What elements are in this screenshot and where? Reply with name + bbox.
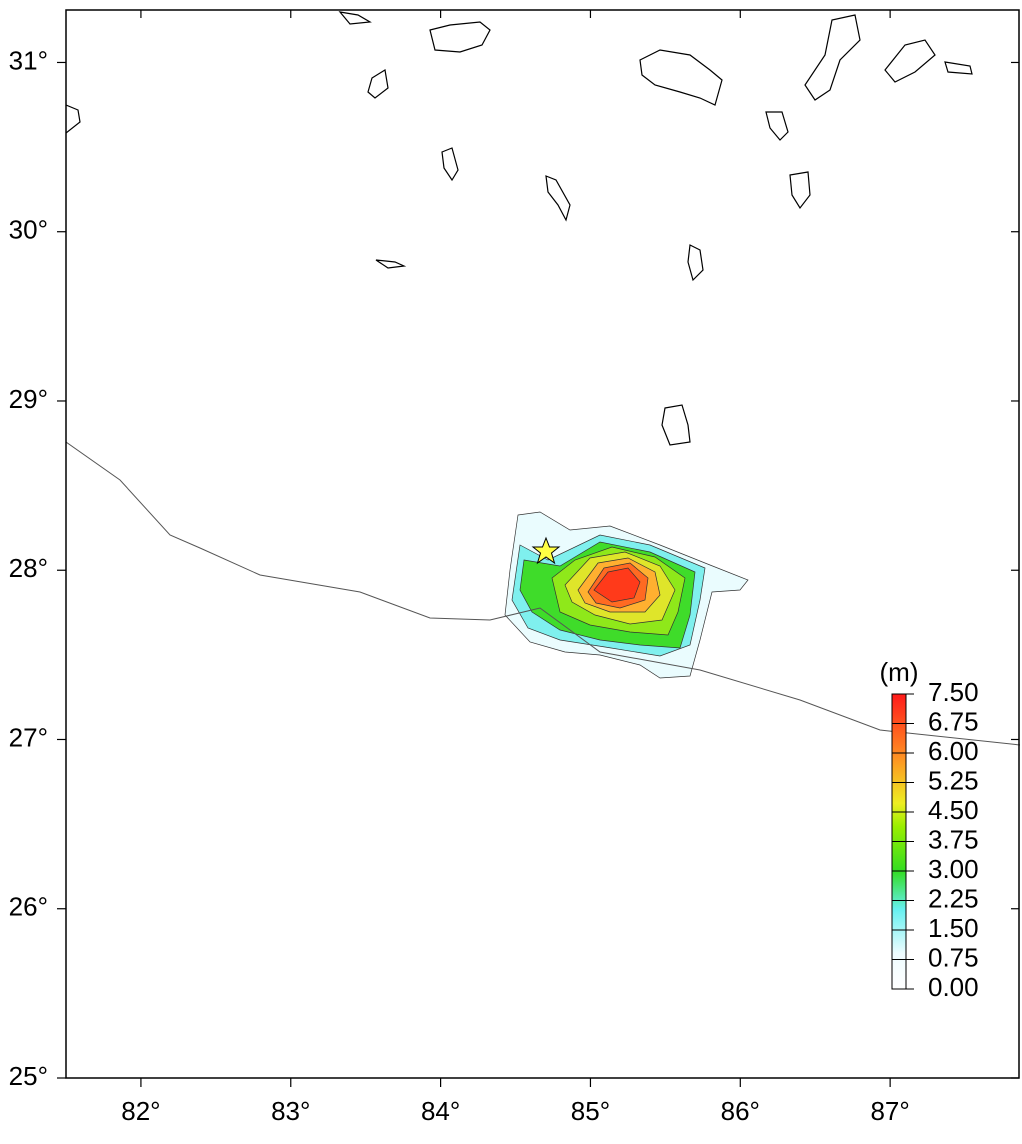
colorbar-tick-label: 0.00	[928, 972, 979, 1002]
colorbar-tick-label: 1.50	[928, 913, 979, 943]
colorbar-tick-label: 5.25	[928, 765, 979, 795]
map-frame	[65, 9, 1020, 1079]
coastlines	[66, 11, 973, 446]
colorbar-tick-label: 3.00	[928, 854, 979, 884]
x-tick-label: 84°	[421, 1096, 460, 1126]
y-tick-label: 28°	[9, 553, 48, 583]
colorbar-tick-label: 6.75	[928, 706, 979, 736]
colorbar-tick-label: 2.25	[928, 883, 979, 913]
fault-trace	[66, 441, 1020, 746]
x-tick-label: 82°	[121, 1096, 160, 1126]
colorbar-tick-label: 7.50	[928, 677, 979, 707]
x-tick-label: 87°	[870, 1096, 909, 1126]
y-tick-label: 29°	[9, 384, 48, 414]
x-tick-label: 83°	[271, 1096, 310, 1126]
y-tick-label: 31°	[9, 45, 48, 75]
y-tick-label: 27°	[9, 722, 48, 752]
colorbar-tick-label: 0.75	[928, 942, 979, 972]
colorbar-tick-label: 4.50	[928, 795, 979, 825]
y-tick-label: 25°	[9, 1061, 48, 1091]
y-tick-label: 26°	[9, 892, 48, 922]
map-content	[66, 11, 1020, 746]
y-tick-label: 30°	[9, 215, 48, 245]
colorbar-tick-label: 3.75	[928, 824, 979, 854]
colorbar-unit: (m)	[880, 657, 919, 687]
x-tick-label: 86°	[721, 1096, 760, 1126]
epicenter-star	[531, 536, 561, 565]
colorbar-tick-label: 6.00	[928, 736, 979, 766]
slip-distribution	[504, 511, 749, 679]
x-tick-label: 85°	[571, 1096, 610, 1126]
